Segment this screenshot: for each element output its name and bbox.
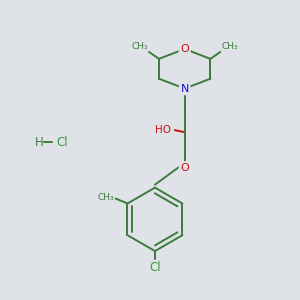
Text: N: N	[181, 84, 189, 94]
Text: HO: HO	[155, 125, 171, 135]
Text: Cl: Cl	[149, 261, 161, 274]
Text: CH₃: CH₃	[97, 193, 114, 202]
Text: Cl: Cl	[57, 136, 68, 148]
Text: H: H	[35, 136, 44, 148]
Text: CH₃: CH₃	[131, 42, 148, 51]
Text: CH₃: CH₃	[221, 42, 238, 51]
Text: O: O	[180, 44, 189, 54]
Text: O: O	[180, 163, 189, 173]
